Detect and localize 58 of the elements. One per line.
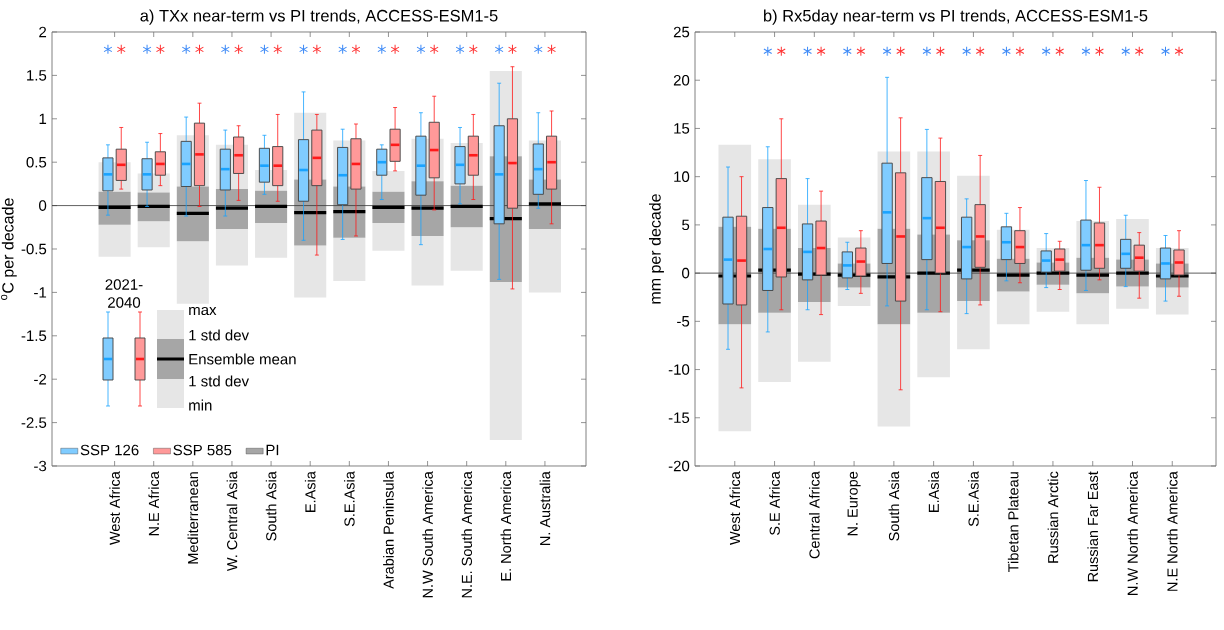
x-tick-label: Russian Far East: [1087, 471, 1099, 582]
x-tick-label: W. Central Asia: [226, 471, 238, 572]
y-tick-label: -5: [677, 316, 690, 327]
x-tick-label: Arabian Peninsula: [383, 471, 394, 589]
x-tick-label: Tibetan Plateau: [1007, 472, 1019, 572]
annotation: 1 std dev: [189, 375, 250, 387]
annotation: 2021-2040: [105, 279, 143, 308]
x-tick-label: N.W South America: [422, 471, 433, 598]
y-tick-label: -0.5: [21, 243, 47, 255]
x-tick-label: Mediterranean: [187, 472, 199, 564]
annotation: 1 std dev: [189, 329, 250, 341]
y-tick-label: 10: [674, 171, 690, 182]
x-tick-label: S.E.Asia: [968, 471, 979, 527]
x-tick-label: Russian Arctic: [1047, 471, 1059, 563]
x-tick-label: South Asia: [265, 471, 277, 541]
legend-label: PI: [266, 444, 279, 456]
y-tick-label: -3: [34, 460, 47, 472]
y-tick-label: 0: [682, 267, 690, 279]
x-tick-label: N.E. South America: [461, 471, 473, 598]
y-tick-label: -15: [668, 412, 690, 424]
legend-label: SSP 585: [173, 444, 232, 456]
x-tick-label: N. Australia: [539, 471, 551, 545]
chart-title: b) Rx5day near-term vs PI trends, ACCESS-ESM1-5: [764, 9, 1148, 25]
y-tick-label: 15: [674, 123, 690, 134]
x-tick-label: S.E.Asia: [344, 471, 355, 527]
x-tick-label: N.E North America: [1166, 471, 1178, 591]
x-tick-label: E.Asia: [928, 471, 939, 512]
annotation: max: [189, 306, 217, 316]
y-tick-label: -1: [34, 287, 47, 298]
y-axis-title: mm per decade: [649, 194, 664, 304]
y-tick-label: 5: [682, 219, 690, 231]
legend-label: SSP 126: [80, 444, 139, 456]
x-tick-label: West Africa: [109, 471, 120, 545]
y-tick-label: -1.5: [21, 330, 47, 342]
y-tick-label: -2.5: [21, 417, 47, 428]
annotation: min: [189, 399, 212, 411]
x-tick-label: N. Europe: [847, 471, 861, 536]
x-tick-label: Central Africa: [808, 471, 820, 559]
y-tick-label: 1.5: [27, 70, 47, 81]
chart-title: a) TXx near-term vs PI trends, ACCESS-ESM1-5: [140, 9, 498, 25]
y-tick-label: 25: [673, 26, 690, 38]
x-tick-label: West Africa: [729, 471, 741, 545]
x-tick-label: South Asia: [888, 471, 900, 541]
y-tick-label: 2: [39, 26, 47, 38]
y-tick-label: 20: [673, 74, 690, 86]
x-tick-label: S.E Africa: [769, 471, 780, 536]
annotation: Ensemble mean: [189, 353, 296, 365]
y-tick-label: -20: [668, 460, 690, 472]
x-tick-label: E.Asia: [304, 471, 316, 512]
x-tick-label: N.E Africa: [148, 471, 160, 536]
x-tick-label: E. North America: [500, 471, 512, 581]
x-tick-label: N.W North America: [1127, 471, 1138, 595]
y-tick-label: 0.5: [26, 156, 47, 168]
y-tick-label: -10: [668, 364, 690, 375]
y-tick-label: 0: [39, 200, 47, 211]
y-tick-label: -2: [34, 373, 47, 385]
y-axis-title: $^{o}$C per decade: [1, 198, 17, 300]
y-tick-label: 1: [39, 113, 47, 124]
